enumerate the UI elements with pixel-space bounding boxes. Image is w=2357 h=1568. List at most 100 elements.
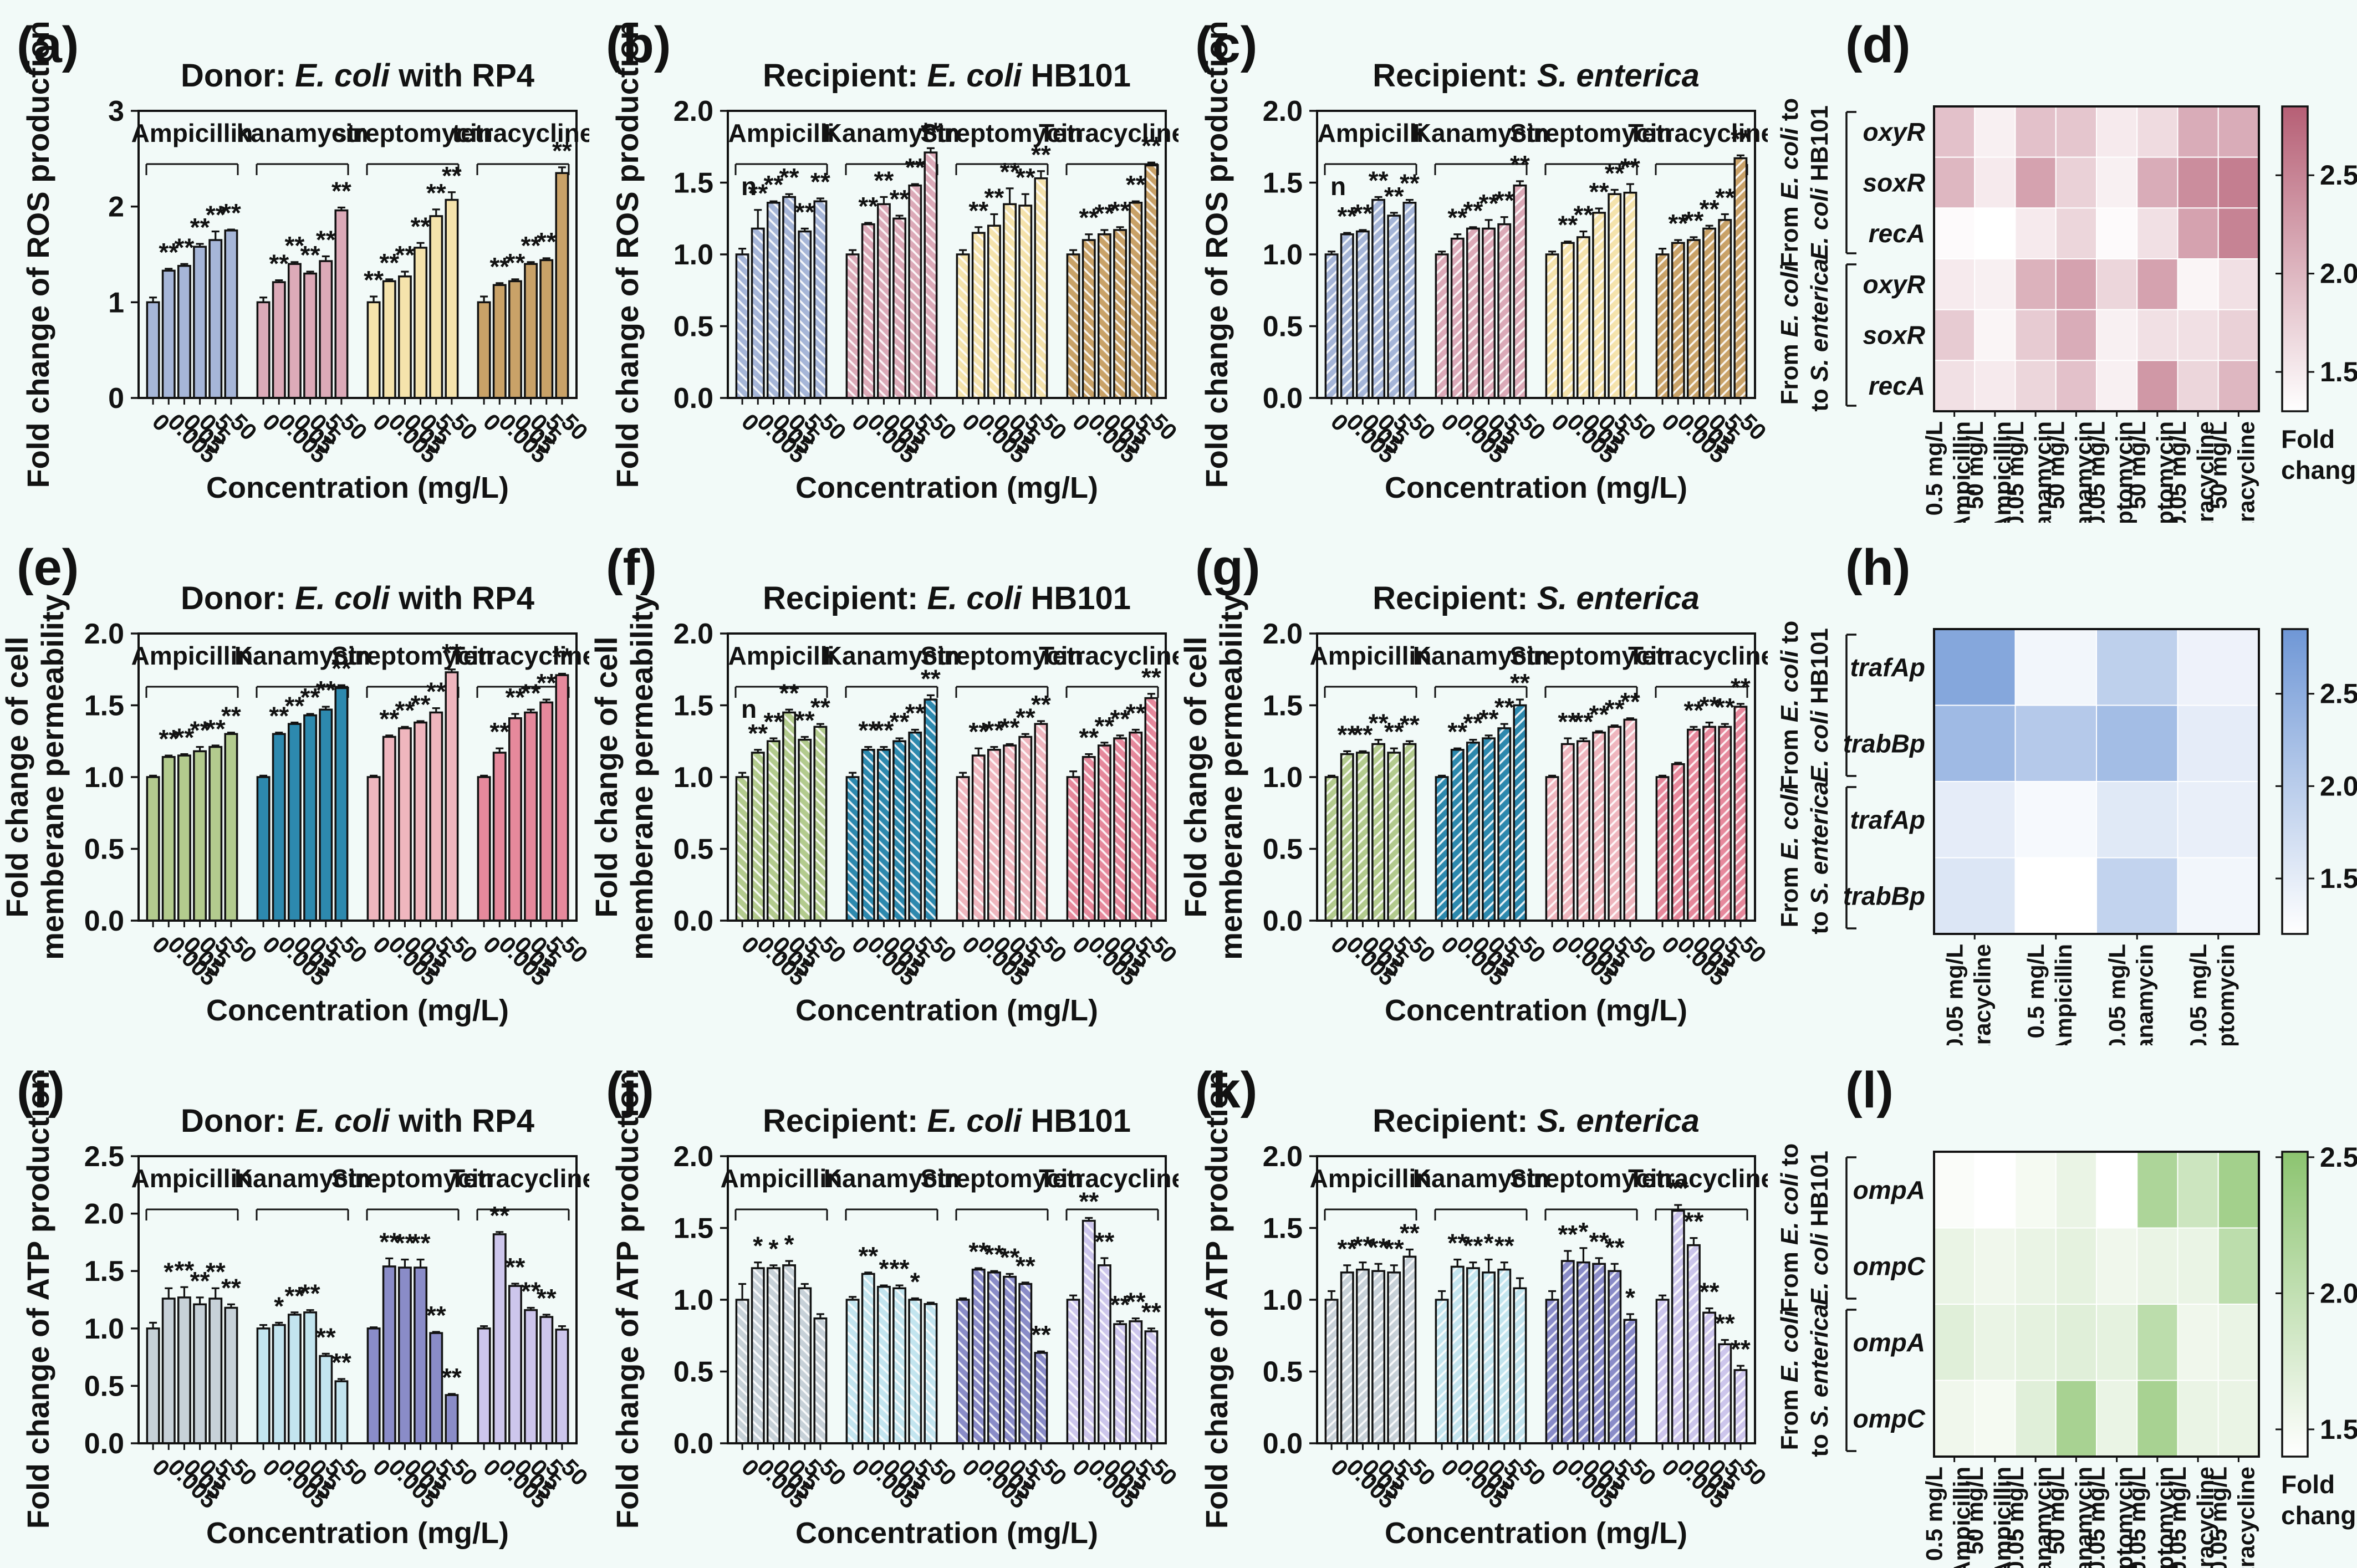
bar-f-1-4 xyxy=(908,731,922,922)
heatmap-cell-d-3-1 xyxy=(1974,258,2016,310)
significance-mark: * xyxy=(274,1291,284,1320)
bar-b-0-1 xyxy=(751,227,765,399)
bar-f-3-1 xyxy=(1081,755,1096,922)
bar-j-2-5 xyxy=(1034,1352,1048,1444)
bar-k-3-0 xyxy=(1655,1299,1670,1444)
group-label: Tetracycline xyxy=(1039,641,1178,670)
significance-mark: * xyxy=(784,1230,794,1259)
bar-g-0-5 xyxy=(1402,743,1417,922)
y-tick-label: 0.0 xyxy=(84,905,124,937)
panel-l: (l) ompA ompC ompA ompC From E. coli to E. col… xyxy=(1768,1045,2357,1568)
bar-g-1-4 xyxy=(1497,727,1512,922)
significance-mark: ** xyxy=(1463,1232,1483,1260)
y-tick-label: 1.5 xyxy=(674,167,713,200)
bar-b-3-0 xyxy=(1066,253,1080,399)
bar-a-0-1 xyxy=(161,269,176,399)
bar-k-3-4 xyxy=(1718,1343,1732,1444)
group-label: Streptomycin xyxy=(331,1164,494,1193)
bar-f-0-3 xyxy=(782,711,797,922)
significance-mark: ** xyxy=(395,241,415,269)
significance-mark: ** xyxy=(221,702,241,731)
significance-mark: ** xyxy=(1079,203,1099,232)
bar-c-0-1 xyxy=(1340,233,1354,399)
panel-title: Donor: E. coli with RP4 xyxy=(181,58,534,94)
bar-a-1-2 xyxy=(287,263,302,399)
group-label: Kanamycin xyxy=(234,1164,370,1193)
plot-frame xyxy=(137,632,578,922)
row-label: oxyR xyxy=(1863,118,1925,146)
panel-c-chart: (c) Recipient: S. enterica Fold change of … xyxy=(1195,17,1768,504)
bar-j-2-3 xyxy=(1003,1275,1017,1444)
significance-mark: ** xyxy=(1605,1233,1625,1261)
significance-mark: ** xyxy=(779,163,799,192)
col-label: Streptomycin xyxy=(2152,421,2178,523)
bar-b-3-4 xyxy=(1129,202,1143,399)
col-label: Tetracycline xyxy=(1969,944,1995,1045)
bar-c-0-0 xyxy=(1324,253,1339,399)
significance-mark: ** xyxy=(1589,177,1609,206)
col-label: 0.5 mg/L xyxy=(1921,421,1947,515)
bar-g-0-2 xyxy=(1355,752,1370,922)
col-label: Streptomycin xyxy=(2213,944,2239,1045)
row-group-label: E. coli HB101 xyxy=(1806,1151,1833,1305)
significance-mark: ** xyxy=(1384,1234,1404,1263)
bar-k-2-0 xyxy=(1545,1299,1559,1444)
heatmap-cell-l-1-1 xyxy=(1974,1227,2016,1305)
panel-f: (f) Recipient: E. coli HB101 Fold change o… xyxy=(589,523,1178,1045)
group-label: Streptomycin xyxy=(1510,1164,1673,1193)
bar-a-3-5 xyxy=(555,172,569,399)
bar-i-1-2 xyxy=(287,1314,302,1444)
bar-g-2-2 xyxy=(1576,740,1590,922)
bar-k-3-3 xyxy=(1702,1311,1717,1444)
significance-mark: ** xyxy=(1141,1298,1161,1326)
significance-mark: ** xyxy=(300,1279,320,1308)
bar-k-0-0 xyxy=(1324,1299,1339,1444)
bar-e-3-2 xyxy=(508,717,522,922)
significance-mark: ** xyxy=(1715,1309,1735,1338)
bar-b-2-0 xyxy=(956,253,970,399)
colorbar-tick-label: 1.5 xyxy=(2320,356,2357,387)
y-tick-label: 1.5 xyxy=(674,1213,713,1245)
row-label: ompA xyxy=(1853,1176,1925,1204)
bar-e-0-0 xyxy=(146,776,160,922)
heatmap-cell-d-3-7 xyxy=(2217,258,2259,310)
significance-mark: ** xyxy=(1620,153,1640,182)
group-label: Streptomycin xyxy=(1510,119,1673,147)
bar-b-0-3 xyxy=(782,196,797,399)
significance-mark: ** xyxy=(1095,712,1115,740)
bar-e-2-5 xyxy=(445,671,459,922)
bar-e-3-0 xyxy=(477,776,491,922)
bar-j-3-5 xyxy=(1144,1330,1159,1444)
bar-g-2-4 xyxy=(1608,726,1622,922)
y-tick-label: 2.0 xyxy=(674,95,713,127)
y-tick-label: 1.0 xyxy=(84,762,124,794)
significance-mark: ** xyxy=(1558,1220,1578,1249)
significance-mark: * xyxy=(879,1254,889,1283)
significance-mark: ** xyxy=(1668,209,1688,238)
significance-mark: ** xyxy=(1079,1187,1099,1215)
bar-c-2-1 xyxy=(1560,242,1575,399)
bar-g-1-0 xyxy=(1435,776,1449,922)
bar-a-2-2 xyxy=(397,275,412,399)
bar-j-2-2 xyxy=(987,1271,1001,1444)
y-axis-label: Fold change of ATP production xyxy=(21,1071,55,1529)
heatmap-cell-l-3-2 xyxy=(2014,1380,2057,1457)
bar-j-1-5 xyxy=(924,1303,938,1444)
bar-b-1-2 xyxy=(876,203,891,399)
bar-j-2-1 xyxy=(971,1268,986,1444)
heatmap-cell-d-0-1 xyxy=(1974,106,2016,158)
panel-h-chart: (h) trafAp trabBp trafAp trabBp From E. coli … xyxy=(1776,539,2357,1045)
col-label: Tetracycline xyxy=(2192,421,2218,523)
significance-mark: ** xyxy=(379,248,399,277)
bar-c-2-2 xyxy=(1576,236,1590,399)
group-label: Streptomycin xyxy=(921,1164,1084,1193)
bar-g-3-0 xyxy=(1655,776,1670,922)
x-axis-label: Concentration (mg/L) xyxy=(1385,1516,1687,1550)
heatmap-cell-h-2-3 xyxy=(2177,781,2259,859)
bar-c-2-4 xyxy=(1608,193,1622,399)
significance-mark: ** xyxy=(1000,713,1020,742)
heatmap-cell-d-5-3 xyxy=(2055,360,2097,412)
significance-mark: ** xyxy=(1558,707,1578,736)
heatmap-cell-d-0-5 xyxy=(2136,106,2179,158)
group-label: Kanamycin xyxy=(1413,1164,1549,1193)
